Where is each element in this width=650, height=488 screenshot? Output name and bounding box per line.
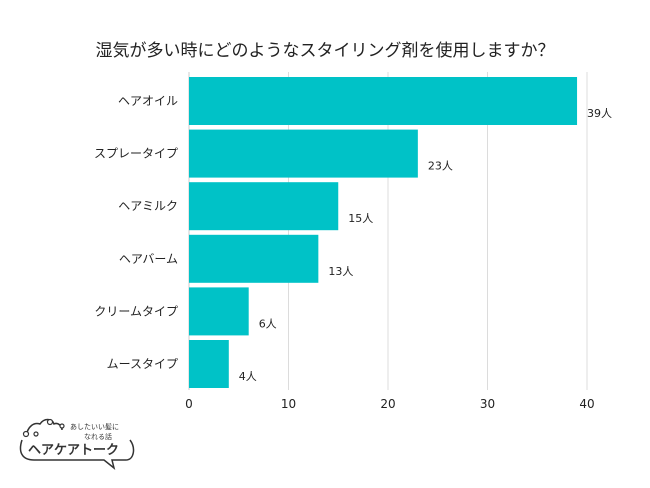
bar (189, 77, 578, 125)
category-label: スプレータイプ (94, 147, 178, 161)
svg-text:なれる話: なれる話 (84, 432, 112, 441)
category-label: クリームタイプ (94, 304, 178, 318)
data-label: 15人 (348, 212, 373, 225)
x-tick-label: 10 (281, 397, 296, 411)
bar (189, 182, 339, 231)
x-tick-label: 30 (480, 397, 495, 411)
data-label: 23人 (428, 160, 453, 173)
bar (189, 129, 418, 178)
x-tick-label: 40 (579, 397, 594, 411)
svg-text:ヘアケアトーク: ヘアケアトーク (28, 443, 119, 458)
logo: あしたいい髪に なれる話 ヘアケアトーク (19, 418, 135, 470)
data-label: 13人 (328, 265, 353, 278)
data-label: 4人 (239, 370, 257, 383)
data-label: 39人 (587, 107, 612, 120)
category-label: ヘアミルク (118, 199, 178, 213)
category-label: ヘアバーム (119, 252, 178, 266)
category-label: ヘアオイル (118, 94, 178, 108)
bar (189, 234, 319, 283)
chart-title: 湿気が多い時にどのようなスタイリング剤を使用しますか？ (95, 41, 555, 61)
data-label: 6人 (259, 317, 277, 330)
bar (189, 340, 229, 388)
category-label: ムースタイプ (107, 357, 178, 371)
bar (189, 287, 249, 336)
x-tick-label: 0 (185, 397, 193, 411)
x-tick-label: 20 (380, 397, 395, 411)
svg-text:あしたいい髪に: あしたいい髪に (70, 422, 119, 431)
